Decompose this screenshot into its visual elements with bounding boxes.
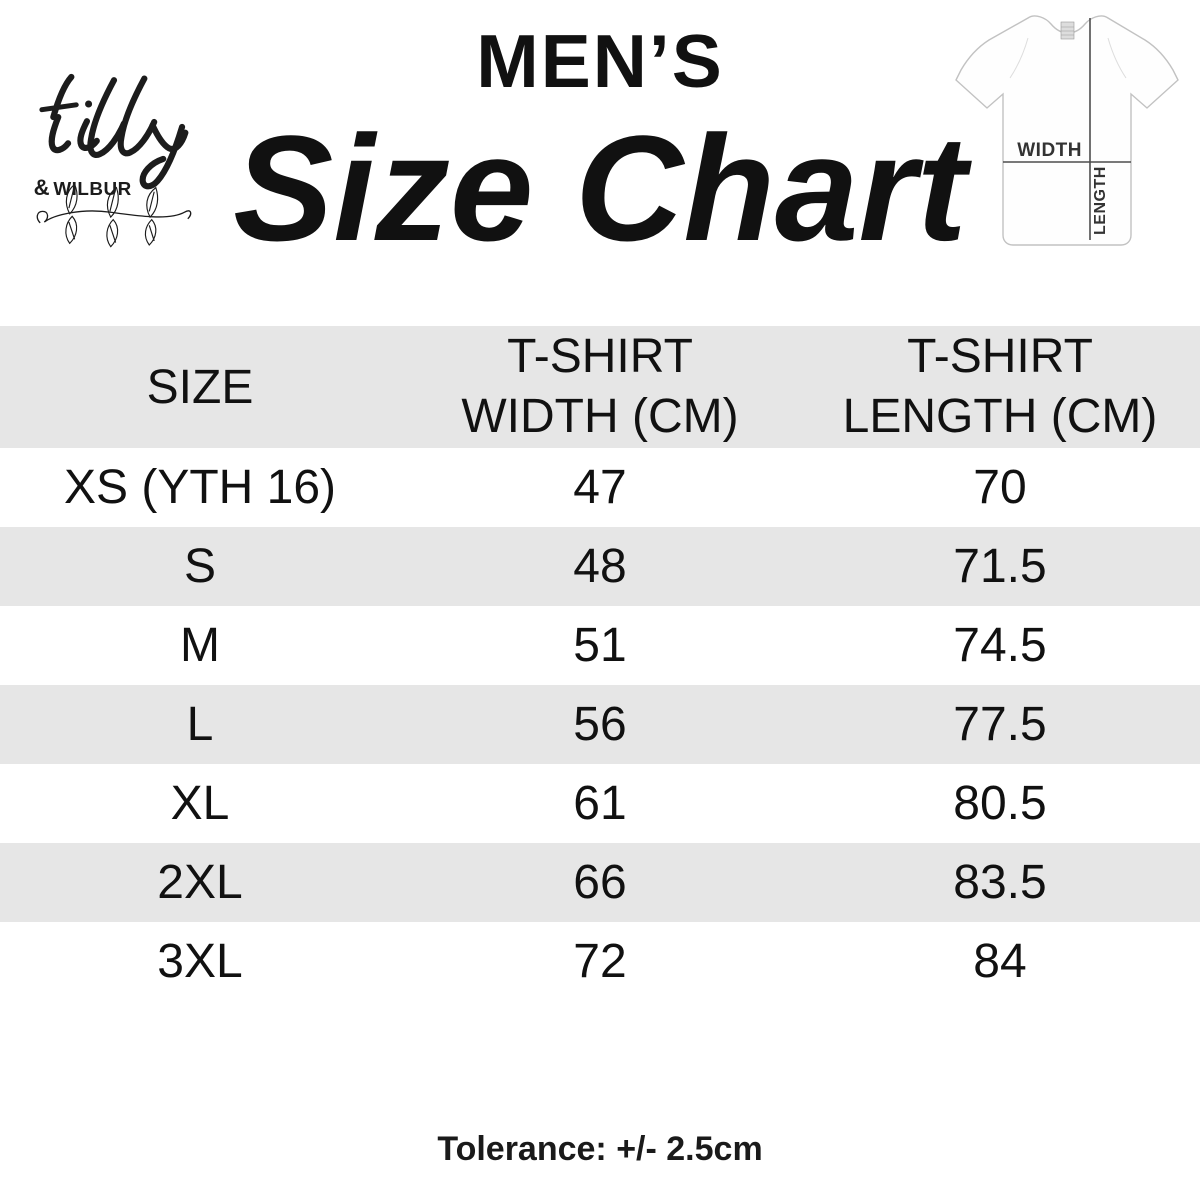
svg-text:WIDTH: WIDTH xyxy=(1017,140,1082,161)
svg-text:LENGTH: LENGTH xyxy=(1092,166,1109,235)
